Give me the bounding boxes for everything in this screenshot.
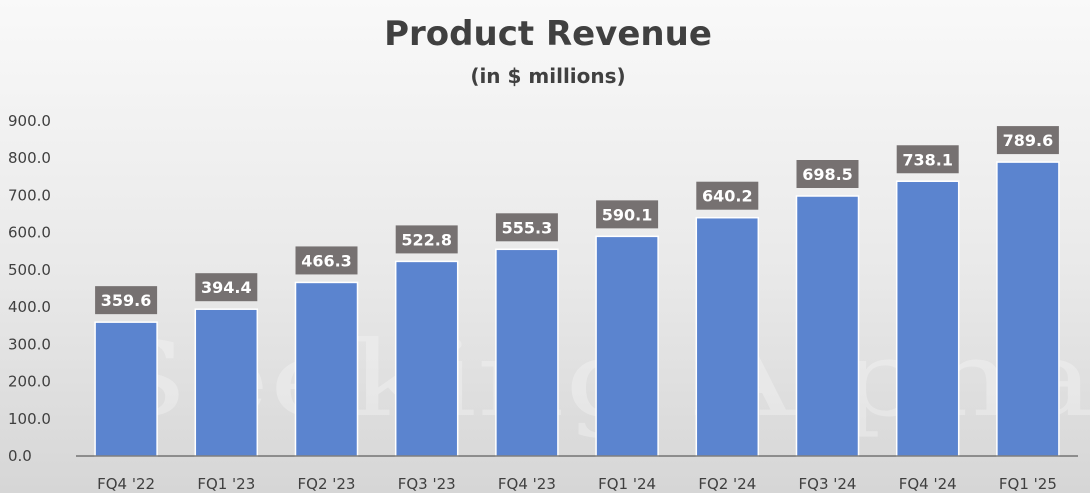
data-label: 359.6 [101,291,152,310]
bar [595,235,659,457]
x-tick-label: FQ1 '24 [598,475,656,493]
y-tick-label: 100.0 [8,410,51,428]
y-tick-label: 400.0 [8,298,51,316]
y-tick-label: 900.0 [8,112,51,130]
data-label-box [395,225,458,254]
data-label: 394.4 [201,278,252,297]
chart-title: Product Revenue [384,14,712,54]
data-labels: 359.6 394.4 466.3 522.8 555.3 590.1 640.2 698.5… [95,126,1059,315]
data-label: 789.6 [1003,131,1054,150]
y-tick-label: 200.0 [8,373,51,391]
y-tick-label: 600.0 [8,224,51,242]
y-tick-label: 700.0 [8,186,51,204]
x-tick-label: FQ2 '23 [298,475,356,493]
data-label-box [696,181,759,210]
x-tick-label: FQ4 '24 [899,475,957,493]
y-tick-label: 500.0 [8,261,51,279]
bar [194,308,259,457]
data-label-box [896,145,959,174]
data-label-box [796,160,859,189]
data-label-box [495,213,558,242]
data-label: 590.1 [602,205,653,224]
x-tick-label: FQ3 '24 [799,475,857,493]
bar [294,281,359,457]
data-label-box [295,246,358,275]
data-label: 698.5 [802,165,853,184]
chart-subtitle: (in $ millions) [470,64,625,88]
data-label-box [195,273,258,302]
y-axis-ticks: 0.0 100.0 200.0 300.0 400.0 500.0 600.0 700.0 80… [8,112,51,465]
x-tick-label: FQ2 '24 [698,475,756,493]
data-label-box [596,200,659,229]
bar [94,321,158,457]
x-axis-ticks: FQ4 '22 FQ1 '23 FQ2 '23 FQ3 '23 FQ4 '23 FQ1 '… [97,475,1057,493]
bar [695,216,760,457]
x-tick-label: FQ3 '23 [398,475,456,493]
bar [996,161,1060,457]
bar [795,195,860,457]
y-tick-label: 0.0 [8,447,32,465]
bar [394,260,459,457]
data-label-box [95,286,158,315]
bar [495,248,559,457]
y-tick-label: 300.0 [8,335,51,353]
data-label: 640.2 [702,187,753,206]
bars [94,161,1060,457]
bar [895,180,960,457]
data-label-box [996,126,1059,155]
x-tick-label: FQ4 '22 [97,475,155,493]
data-label: 555.3 [502,218,553,237]
y-tick-label: 800.0 [8,149,51,167]
x-tick-label: FQ4 '23 [498,475,556,493]
x-tick-label: FQ1 '23 [197,475,255,493]
data-label: 522.8 [401,230,452,249]
data-label: 738.1 [902,150,953,169]
data-label: 466.3 [301,251,352,270]
x-tick-label: FQ1 '25 [999,475,1057,493]
